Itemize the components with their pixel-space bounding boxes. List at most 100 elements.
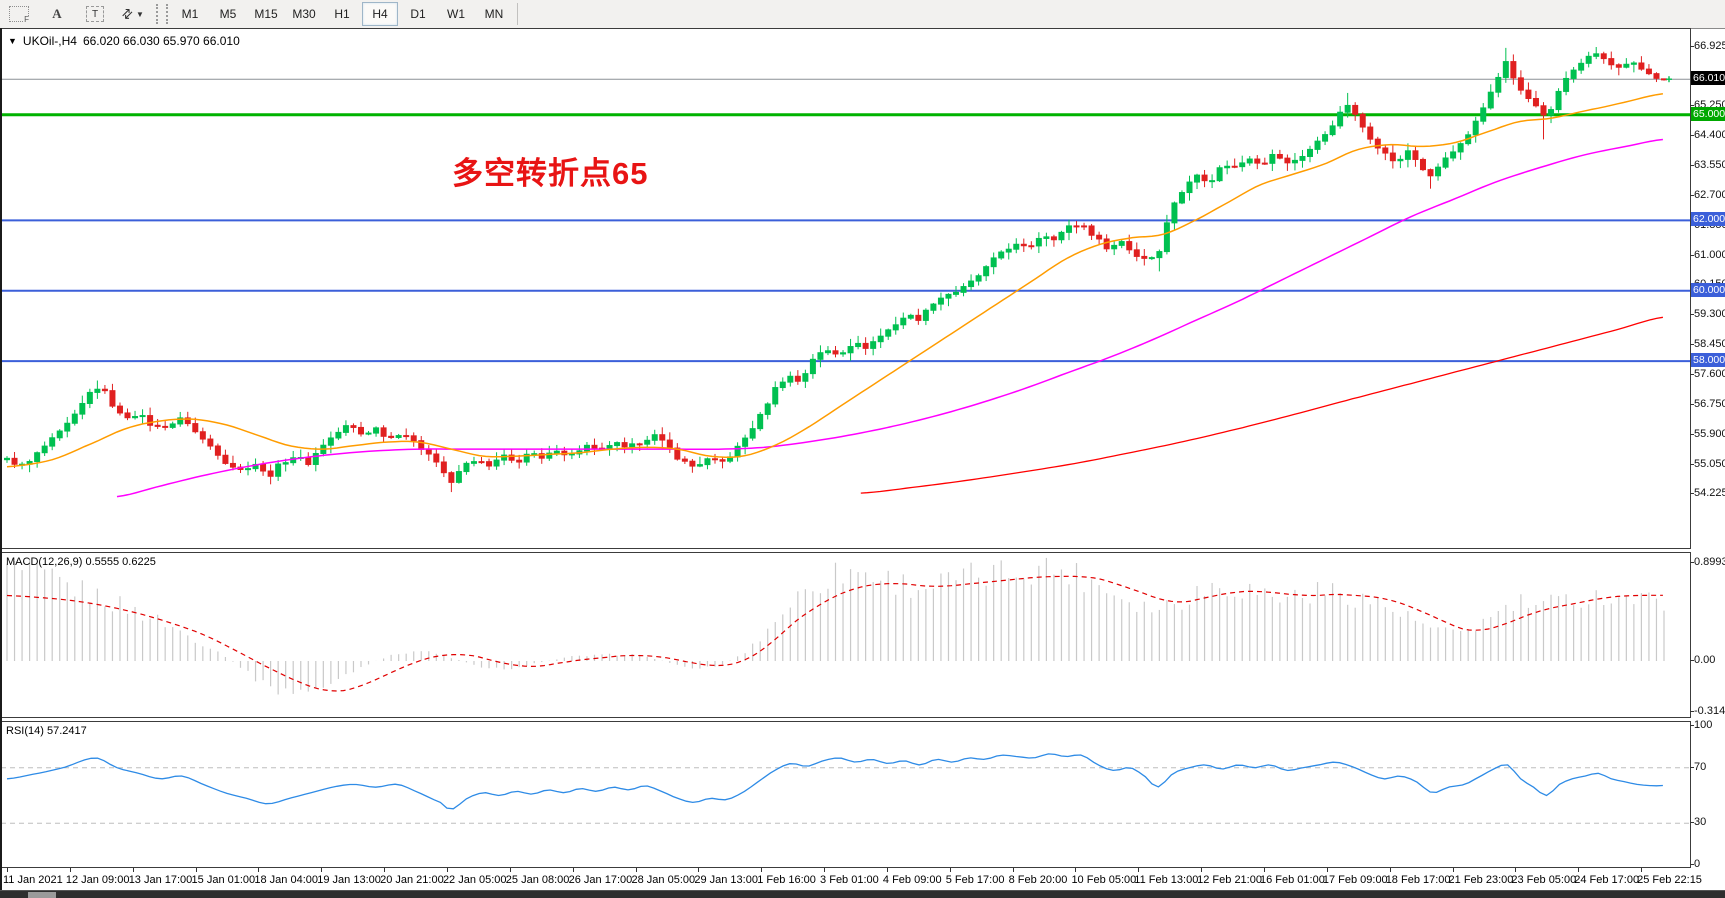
time-tick xyxy=(321,868,323,872)
axis-tick xyxy=(1690,766,1694,768)
time-tick xyxy=(1515,868,1517,872)
chart-text-annotation[interactable]: 多空转折点65 xyxy=(452,156,649,191)
price-tick-label: 58.450 xyxy=(1694,338,1725,350)
time-tick xyxy=(69,868,71,872)
time-tick xyxy=(446,868,448,872)
time-label: 19 Jan 13:00 xyxy=(317,874,381,886)
time-label: 25 Jan 08:00 xyxy=(505,874,570,886)
text-box-icon: T xyxy=(86,6,104,22)
time-label: 16 Feb 01:00 xyxy=(1260,874,1325,886)
time-label: 20 Jan 21:00 xyxy=(380,874,444,886)
rsi-30-label: 30 xyxy=(1694,816,1707,829)
axis-tick xyxy=(1690,493,1694,494)
axis-tick xyxy=(1690,255,1694,256)
time-label: 5 Feb 17:00 xyxy=(945,874,1005,886)
time-label: 12 Feb 21:00 xyxy=(1197,874,1262,886)
time-tick xyxy=(258,868,260,872)
axis-tick xyxy=(1690,660,1694,661)
axis-tick xyxy=(1690,725,1694,726)
toolbar-grip[interactable] xyxy=(156,4,168,24)
time-label: 12 Jan 09:00 xyxy=(65,874,130,886)
chevron-down-icon: ▼ xyxy=(135,9,144,19)
time-tick xyxy=(886,868,888,872)
dotted-grid-f-icon[interactable]: F xyxy=(1,2,37,26)
time-tick xyxy=(1138,868,1140,872)
price-badge-60.000: 60.000 xyxy=(1691,283,1725,297)
axis-tick xyxy=(1690,46,1694,47)
timeframe-button-m5[interactable]: M5 xyxy=(219,7,237,21)
time-tick xyxy=(1389,868,1391,872)
time-tick xyxy=(824,868,826,872)
time-label: 25 Feb 22:15 xyxy=(1637,874,1702,886)
price-tick-label: 56.750 xyxy=(1694,398,1725,410)
timeframe-button-h1[interactable]: H1 xyxy=(334,7,350,21)
grid-icon: F xyxy=(9,6,29,24)
timeframe-button-m1[interactable]: M1 xyxy=(181,7,199,21)
main-chart-panel[interactable] xyxy=(0,28,1691,549)
rsi-panel[interactable] xyxy=(0,721,1691,868)
candlestick-chart[interactable] xyxy=(1,29,1690,548)
price-badge-65.000: 65.000 xyxy=(1691,107,1725,121)
horizontal-scrollbar-thumb[interactable] xyxy=(28,892,56,898)
time-label: 4 Feb 09:00 xyxy=(882,874,942,886)
price-badge-58.000: 58.000 xyxy=(1691,353,1725,367)
time-label: 15 Jan 01:00 xyxy=(191,874,256,886)
time-tick xyxy=(761,868,763,872)
time-tick xyxy=(1326,868,1328,872)
triangle-down-icon: ▼ xyxy=(8,36,17,46)
time-label: 18 Jan 04:00 xyxy=(254,874,319,886)
macd-panel[interactable] xyxy=(0,552,1691,718)
axis-tick xyxy=(1690,135,1694,136)
time-label: 8 Feb 20:00 xyxy=(1008,874,1068,886)
time-tick xyxy=(1264,868,1265,872)
text-box-tool-button[interactable]: T xyxy=(77,2,113,26)
axis-tick xyxy=(1690,434,1694,435)
timeframe-button-m15[interactable]: M15 xyxy=(254,7,278,21)
time-axis[interactable]: 11 Jan 2021 12 Jan 09:00 13 Jan 17:00 15 Ja… xyxy=(0,868,1725,890)
time-tick xyxy=(1201,868,1203,872)
time-tick xyxy=(572,868,574,872)
time-tick xyxy=(1452,868,1454,872)
time-tick xyxy=(509,868,511,872)
font-a-tool-button[interactable]: A xyxy=(39,2,75,26)
axis-tick xyxy=(1690,711,1694,712)
price-tick-label: 64.400 xyxy=(1694,129,1725,141)
axis-tick xyxy=(1690,562,1694,563)
axis-tick xyxy=(1690,374,1694,375)
arrows-icon: ⇄ xyxy=(118,4,137,23)
rsi-chart[interactable] xyxy=(1,722,1690,867)
axis-tick xyxy=(1690,822,1694,824)
macd-chart[interactable] xyxy=(1,553,1690,717)
time-tick xyxy=(1641,868,1643,872)
timeframe-button-d1[interactable]: D1 xyxy=(410,7,426,21)
symbol-period-label: UKOil-,H4 xyxy=(22,34,77,48)
timeframe-button-mn[interactable]: MN xyxy=(484,7,504,21)
price-tick-label: 57.600 xyxy=(1694,368,1725,380)
timeframe-button-w1[interactable]: W1 xyxy=(447,7,465,21)
arrows-dropdown-button[interactable]: ⇄ ▼ xyxy=(115,2,151,26)
timeframe-button-m30[interactable]: M30 xyxy=(292,7,316,21)
macd-min-label: -0.3143 xyxy=(1694,705,1725,717)
ohlc-values: 66.020 66.030 65.970 66.010 xyxy=(82,34,240,48)
rsi-70-label: 70 xyxy=(1694,760,1707,773)
time-label: 18 Feb 17:00 xyxy=(1385,874,1451,886)
time-label: 17 Feb 09:00 xyxy=(1322,874,1388,886)
axis-tick xyxy=(1690,314,1694,315)
timeframe-button-h4[interactable]: H4 xyxy=(362,2,398,26)
price-tick-label: 61.000 xyxy=(1694,249,1725,261)
axis-tick xyxy=(1690,404,1694,405)
price-tick-label: 66.925 xyxy=(1694,40,1725,52)
time-label: 23 Feb 05:00 xyxy=(1511,874,1577,886)
time-label: 22 Jan 05:00 xyxy=(442,874,507,886)
price-badge-66.010: 66.010 xyxy=(1691,71,1725,85)
axis-tick xyxy=(1690,165,1694,166)
axis-tick xyxy=(1690,105,1694,106)
time-label: 21 Feb 23:00 xyxy=(1448,874,1514,886)
time-tick xyxy=(7,868,8,872)
time-tick xyxy=(949,868,951,872)
rsi-100-label: 100 xyxy=(1694,719,1713,731)
time-tick xyxy=(195,868,197,872)
time-tick xyxy=(132,868,134,872)
window-bottom-bar xyxy=(0,890,1725,898)
price-tick-label: 55.050 xyxy=(1694,458,1725,470)
